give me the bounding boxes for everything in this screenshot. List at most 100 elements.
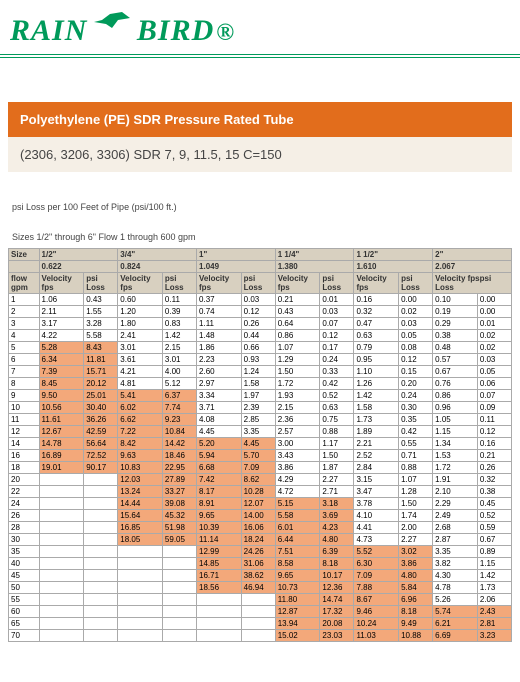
cell-vel: 4.29 [275, 474, 320, 486]
cell-gpm: 18 [9, 462, 40, 474]
cell-vel: 2.68 [433, 522, 478, 534]
cell-vel: 2.87 [433, 534, 478, 546]
cell-vel: 13.24 [118, 486, 163, 498]
cell-vel: 2.36 [275, 414, 320, 426]
cell-vel: 9.63 [118, 450, 163, 462]
cell-vel: 6.21 [433, 618, 478, 630]
cell-vel: 4.41 [354, 522, 399, 534]
cell-vel: 6.30 [354, 558, 399, 570]
cell-vel: 5.94 [197, 450, 242, 462]
cell-vel: 0.67 [433, 366, 478, 378]
cell-loss: 0.88 [399, 462, 433, 474]
cell-vel: 1.86 [197, 342, 242, 354]
cell-loss: 0.24 [320, 354, 354, 366]
cell-loss: 0.20 [399, 378, 433, 390]
cell-gpm: 26 [9, 510, 40, 522]
cell-vel: 8.67 [354, 594, 399, 606]
cell-vel [118, 594, 163, 606]
cell-loss: 0.00 [477, 294, 511, 306]
cell-vel: 11.80 [275, 594, 320, 606]
cell-loss: 0.63 [320, 402, 354, 414]
cell-vel: 16.71 [197, 570, 242, 582]
cell-loss: 17.32 [320, 606, 354, 618]
cell-gpm: 40 [9, 558, 40, 570]
cell-loss: 39.08 [162, 498, 196, 510]
cell-loss: 10.28 [241, 486, 275, 498]
cell-vel [39, 618, 84, 630]
cell-vel: 2.41 [118, 330, 163, 342]
cell-vel: 4.10 [354, 510, 399, 522]
table-row: 2012.0327.897.428.624.292.273.151.071.91… [9, 474, 512, 486]
cell-loss [162, 594, 196, 606]
cell-loss: 2.27 [399, 534, 433, 546]
cell-vel: 0.47 [354, 318, 399, 330]
cell-vel: 5.26 [433, 594, 478, 606]
cell-loss: 0.00 [477, 306, 511, 318]
cell-loss: 0.24 [399, 390, 433, 402]
cell-vel: 7.39 [39, 366, 84, 378]
cell-loss: 7.74 [162, 402, 196, 414]
cell-loss: 0.08 [399, 342, 433, 354]
cell-loss: 30.40 [84, 402, 118, 414]
cell-vel [118, 558, 163, 570]
cell-vel: 15.64 [118, 510, 163, 522]
table-row: 22.111.551.200.390.740.120.430.030.320.0… [9, 306, 512, 318]
cell-vel: 12.67 [39, 426, 84, 438]
cell-loss: 2.39 [241, 402, 275, 414]
cell-loss: 10.88 [399, 630, 433, 642]
cell-gpm: 8 [9, 378, 40, 390]
cell-loss: 2.43 [477, 606, 511, 618]
cell-loss: 0.38 [477, 486, 511, 498]
cell-vel [39, 534, 84, 546]
logo-bird-text: BIRD® [137, 14, 235, 47]
cell-gpm: 20 [9, 474, 40, 486]
table-row: 55.288.433.012.151.860.661.070.170.790.0… [9, 342, 512, 354]
cell-loss: 0.02 [477, 330, 511, 342]
cell-loss: 0.26 [477, 462, 511, 474]
cell-loss: 3.86 [399, 558, 433, 570]
cell-loss [162, 582, 196, 594]
cell-loss [84, 618, 118, 630]
cell-vel: 10.56 [39, 402, 84, 414]
cell-loss: 2.85 [241, 414, 275, 426]
cell-vel [39, 498, 84, 510]
cell-vel [118, 630, 163, 642]
cell-vel: 4.45 [197, 426, 242, 438]
col-l: psi Loss [162, 273, 196, 294]
cell-loss [84, 510, 118, 522]
cell-loss: 0.11 [162, 294, 196, 306]
col-pipe-id: 1.049 [197, 261, 276, 273]
col-v: Velocity fps [197, 273, 242, 294]
cell-vel: 2.49 [433, 510, 478, 522]
subtitle-band: (2306, 3206, 3306) SDR 7, 9, 11.5, 15 C=… [8, 137, 512, 172]
reg-mark: ® [216, 20, 235, 46]
cell-loss: 12.07 [241, 498, 275, 510]
table-row: 2414.4439.088.9112.075.153.183.781.502.2… [9, 498, 512, 510]
cell-loss: 15.71 [84, 366, 118, 378]
cell-loss: 0.02 [477, 342, 511, 354]
cell-loss [84, 570, 118, 582]
cell-vel: 0.63 [354, 330, 399, 342]
cell-vel: 1.11 [197, 318, 242, 330]
cell-vel: 0.38 [433, 330, 478, 342]
cell-vel: 16.85 [118, 522, 163, 534]
cell-vel: 0.48 [433, 342, 478, 354]
cell-loss: 33.27 [162, 486, 196, 498]
cell-loss: 6.37 [162, 390, 196, 402]
cell-loss: 0.01 [477, 318, 511, 330]
cell-vel: 3.00 [275, 438, 320, 450]
cell-vel: 5.28 [39, 342, 84, 354]
cell-loss: 1.17 [320, 438, 354, 450]
table-row: 1819.0190.1710.8322.956.687.093.861.872.… [9, 462, 512, 474]
cell-loss: 1.74 [399, 510, 433, 522]
cell-loss: 5.70 [241, 450, 275, 462]
cell-loss: 56.64 [84, 438, 118, 450]
cell-loss: 0.30 [399, 402, 433, 414]
cell-loss: 24.26 [241, 546, 275, 558]
cell-vel: 0.86 [275, 330, 320, 342]
col-sizeid [9, 261, 40, 273]
cell-vel: 2.23 [197, 354, 242, 366]
cell-vel: 6.69 [433, 630, 478, 642]
cell-vel: 13.94 [275, 618, 320, 630]
col-pipe: 1 1/2" [354, 249, 433, 261]
